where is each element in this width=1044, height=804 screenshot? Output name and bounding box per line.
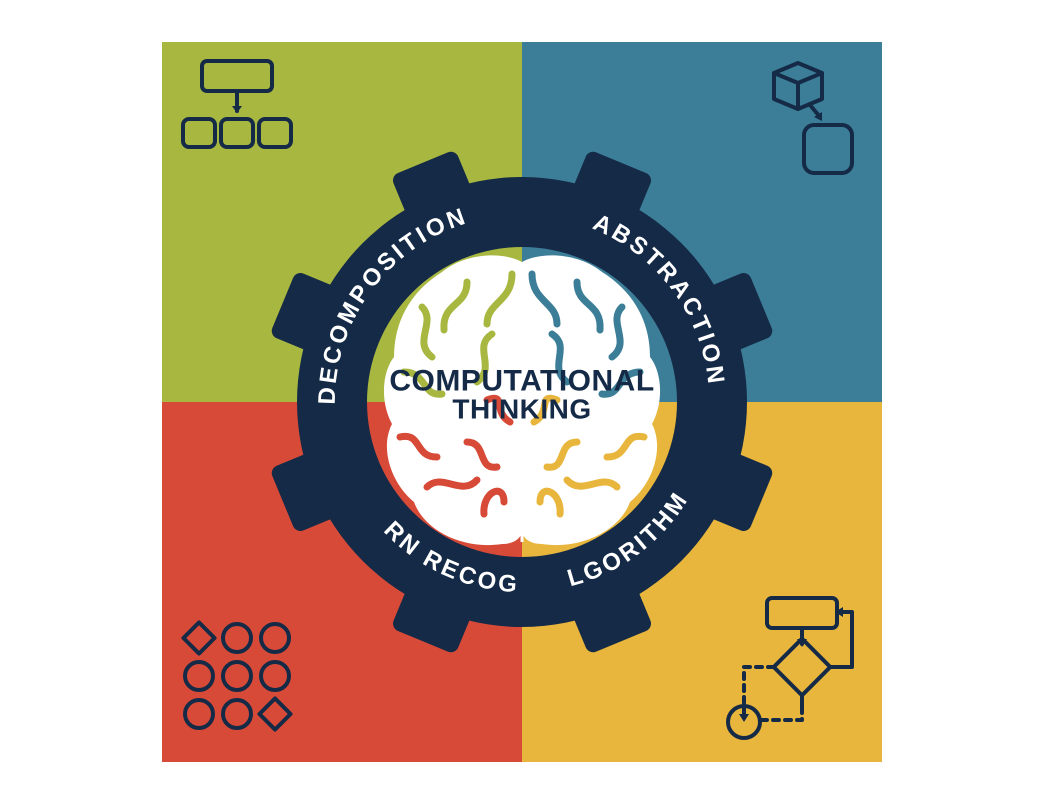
decomposition-svg <box>183 61 291 147</box>
center-title: COMPUTATIONAL THINKING <box>389 366 654 423</box>
center-title-line2: THINKING <box>389 395 654 423</box>
abstraction-svg <box>774 63 852 173</box>
center-title-line1: COMPUTATIONAL <box>389 366 654 396</box>
infographic-stage: DECOMPOSITION ABSTRACTION PATTERN RECOGN… <box>162 42 882 762</box>
